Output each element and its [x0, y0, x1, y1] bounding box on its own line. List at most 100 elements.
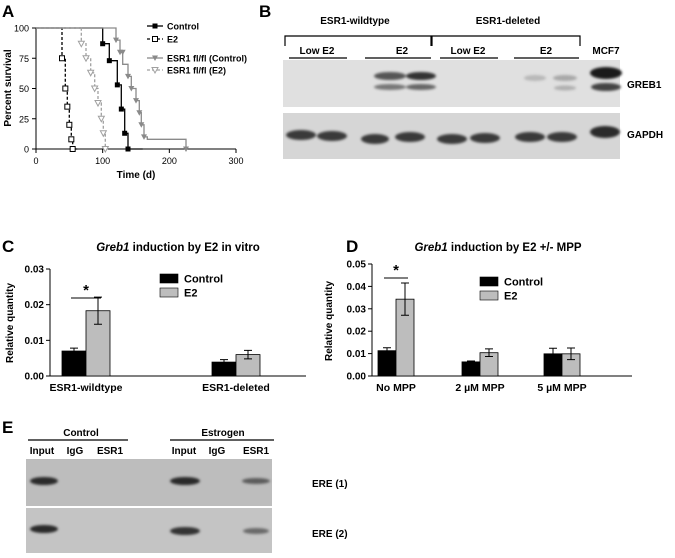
x-axis-label: Time (d) [117, 170, 156, 181]
panel-letter-d: D [346, 237, 358, 256]
data-point [114, 82, 120, 88]
y-tick-label: 0 [24, 145, 29, 155]
error-bar [549, 347, 557, 360]
data-point [152, 36, 158, 42]
chart-title: Greb1 induction by E2 in vitro [96, 242, 260, 254]
error-bar [401, 282, 409, 316]
panel-letter-a: A [2, 2, 14, 21]
data-point [59, 55, 65, 62]
blot-band [470, 133, 500, 143]
y-axis-label: Relative quantity [5, 283, 16, 363]
data-point [138, 122, 145, 128]
legend-swatch [479, 290, 499, 301]
legend-label: ESR1 fl/fl (E2) [167, 66, 226, 76]
y-axis-label: Percent survival [3, 49, 14, 126]
survival-chart: 0 25 50 75 100 0 100 200 300 Percent survival T… [3, 22, 247, 182]
series-esr1-fl-fl-control- [36, 27, 189, 152]
gel-strip-ere2 [26, 508, 272, 553]
y-tick-label: 0.03 [25, 265, 45, 276]
lane-label-low-e2-1: Low E2 [299, 46, 334, 57]
x-tick-label: 300 [228, 156, 243, 166]
blot-band [590, 67, 622, 79]
data-point [97, 115, 106, 123]
chart-title: Greb1 induction by E2 +/- MPP [414, 242, 581, 254]
legend-label: Control [184, 274, 223, 286]
blot-band [374, 72, 406, 80]
y-tick-label: 0.03 [347, 304, 367, 315]
lane-label-low-e2-2: Low E2 [450, 46, 485, 57]
x-tick-label: 200 [162, 156, 177, 166]
y-tick-label: 0.01 [347, 349, 367, 360]
data-point [152, 55, 158, 61]
x-tick-label: 0 [33, 156, 38, 166]
lane-label-esr1-1: ESR1 [97, 446, 124, 457]
data-point [99, 130, 108, 138]
data-point [136, 110, 143, 116]
western-blot: ESR1-wildtype ESR1-deleted Low E2 E2 Low… [283, 16, 663, 159]
y-tick-label: 0.00 [25, 372, 45, 383]
y-tick-label: 25 [19, 114, 29, 124]
lane-label-esr1-2: ESR1 [243, 446, 270, 457]
blot-band [286, 130, 316, 140]
lane-label-e2-2: E2 [540, 46, 553, 57]
row-label-greb1: GREB1 [627, 80, 662, 91]
panel-letter-b: B [259, 2, 271, 21]
group-bracket-wildtype [284, 35, 432, 46]
survival-line [36, 27, 110, 150]
y-axis-label: Relative quantity [324, 281, 335, 361]
gel-strip-ere1 [26, 459, 272, 506]
bar-control [461, 361, 481, 377]
legend-label: Control [504, 277, 543, 289]
category-label: 2 µM MPP [455, 382, 504, 394]
blot-band [406, 72, 436, 80]
group-bracket-deleted [431, 35, 581, 46]
bar-chart-greb1-in-vitro: Greb1 induction by E2 in vitro 0.00 0.01 0… [5, 242, 306, 394]
data-point [151, 67, 159, 75]
category-label: No MPP [376, 382, 416, 394]
x-tick-label: 100 [95, 156, 110, 166]
data-point [94, 100, 102, 108]
legend-label: E2 [184, 288, 197, 300]
blot-band [317, 131, 347, 141]
legend-swatch [159, 287, 179, 298]
gel-band [242, 478, 270, 484]
bar-chart-greb1-mpp: Greb1 induction by E2 +/- MPP 0.00 0.01 0.… [324, 242, 632, 394]
y-tick-label: 0.02 [25, 300, 45, 311]
group-label-deleted: ESR1-deleted [476, 16, 540, 27]
error-bar [485, 348, 493, 358]
bar-control [61, 350, 87, 377]
lane-label-igg-2: IgG [209, 446, 226, 457]
y-tick-label: 0.02 [347, 327, 367, 338]
blot-band [406, 84, 436, 90]
data-point [62, 85, 69, 92]
row-label-ere2: ERE (2) [312, 529, 348, 540]
blot-band [437, 134, 467, 144]
gel-band [30, 525, 58, 533]
blot-band [553, 75, 577, 81]
significance-star: * [393, 262, 399, 279]
blot-band [547, 132, 577, 142]
gel-band [30, 477, 58, 485]
gapdh-bands [286, 126, 620, 144]
data-point [77, 40, 86, 48]
data-point [118, 106, 124, 112]
category-label: ESR1-deleted [202, 382, 270, 394]
y-tick-label: 50 [19, 84, 29, 94]
blot-band [590, 126, 620, 138]
data-point [101, 146, 110, 154]
blot-band [361, 134, 389, 144]
data-point [141, 134, 147, 140]
gel-band [170, 477, 200, 485]
data-point [125, 73, 131, 80]
y-tick-label: 0.04 [347, 282, 367, 293]
survival-line [36, 27, 187, 149]
y-tick-label: 0.00 [347, 372, 367, 383]
legend-label: ESR1 fl/fl (Control) [167, 54, 247, 64]
legend-label: E2 [167, 35, 178, 45]
blot-band [591, 83, 621, 91]
blot-band [524, 75, 546, 81]
data-point [86, 69, 95, 77]
data-point [66, 121, 73, 128]
data-point [113, 37, 119, 44]
